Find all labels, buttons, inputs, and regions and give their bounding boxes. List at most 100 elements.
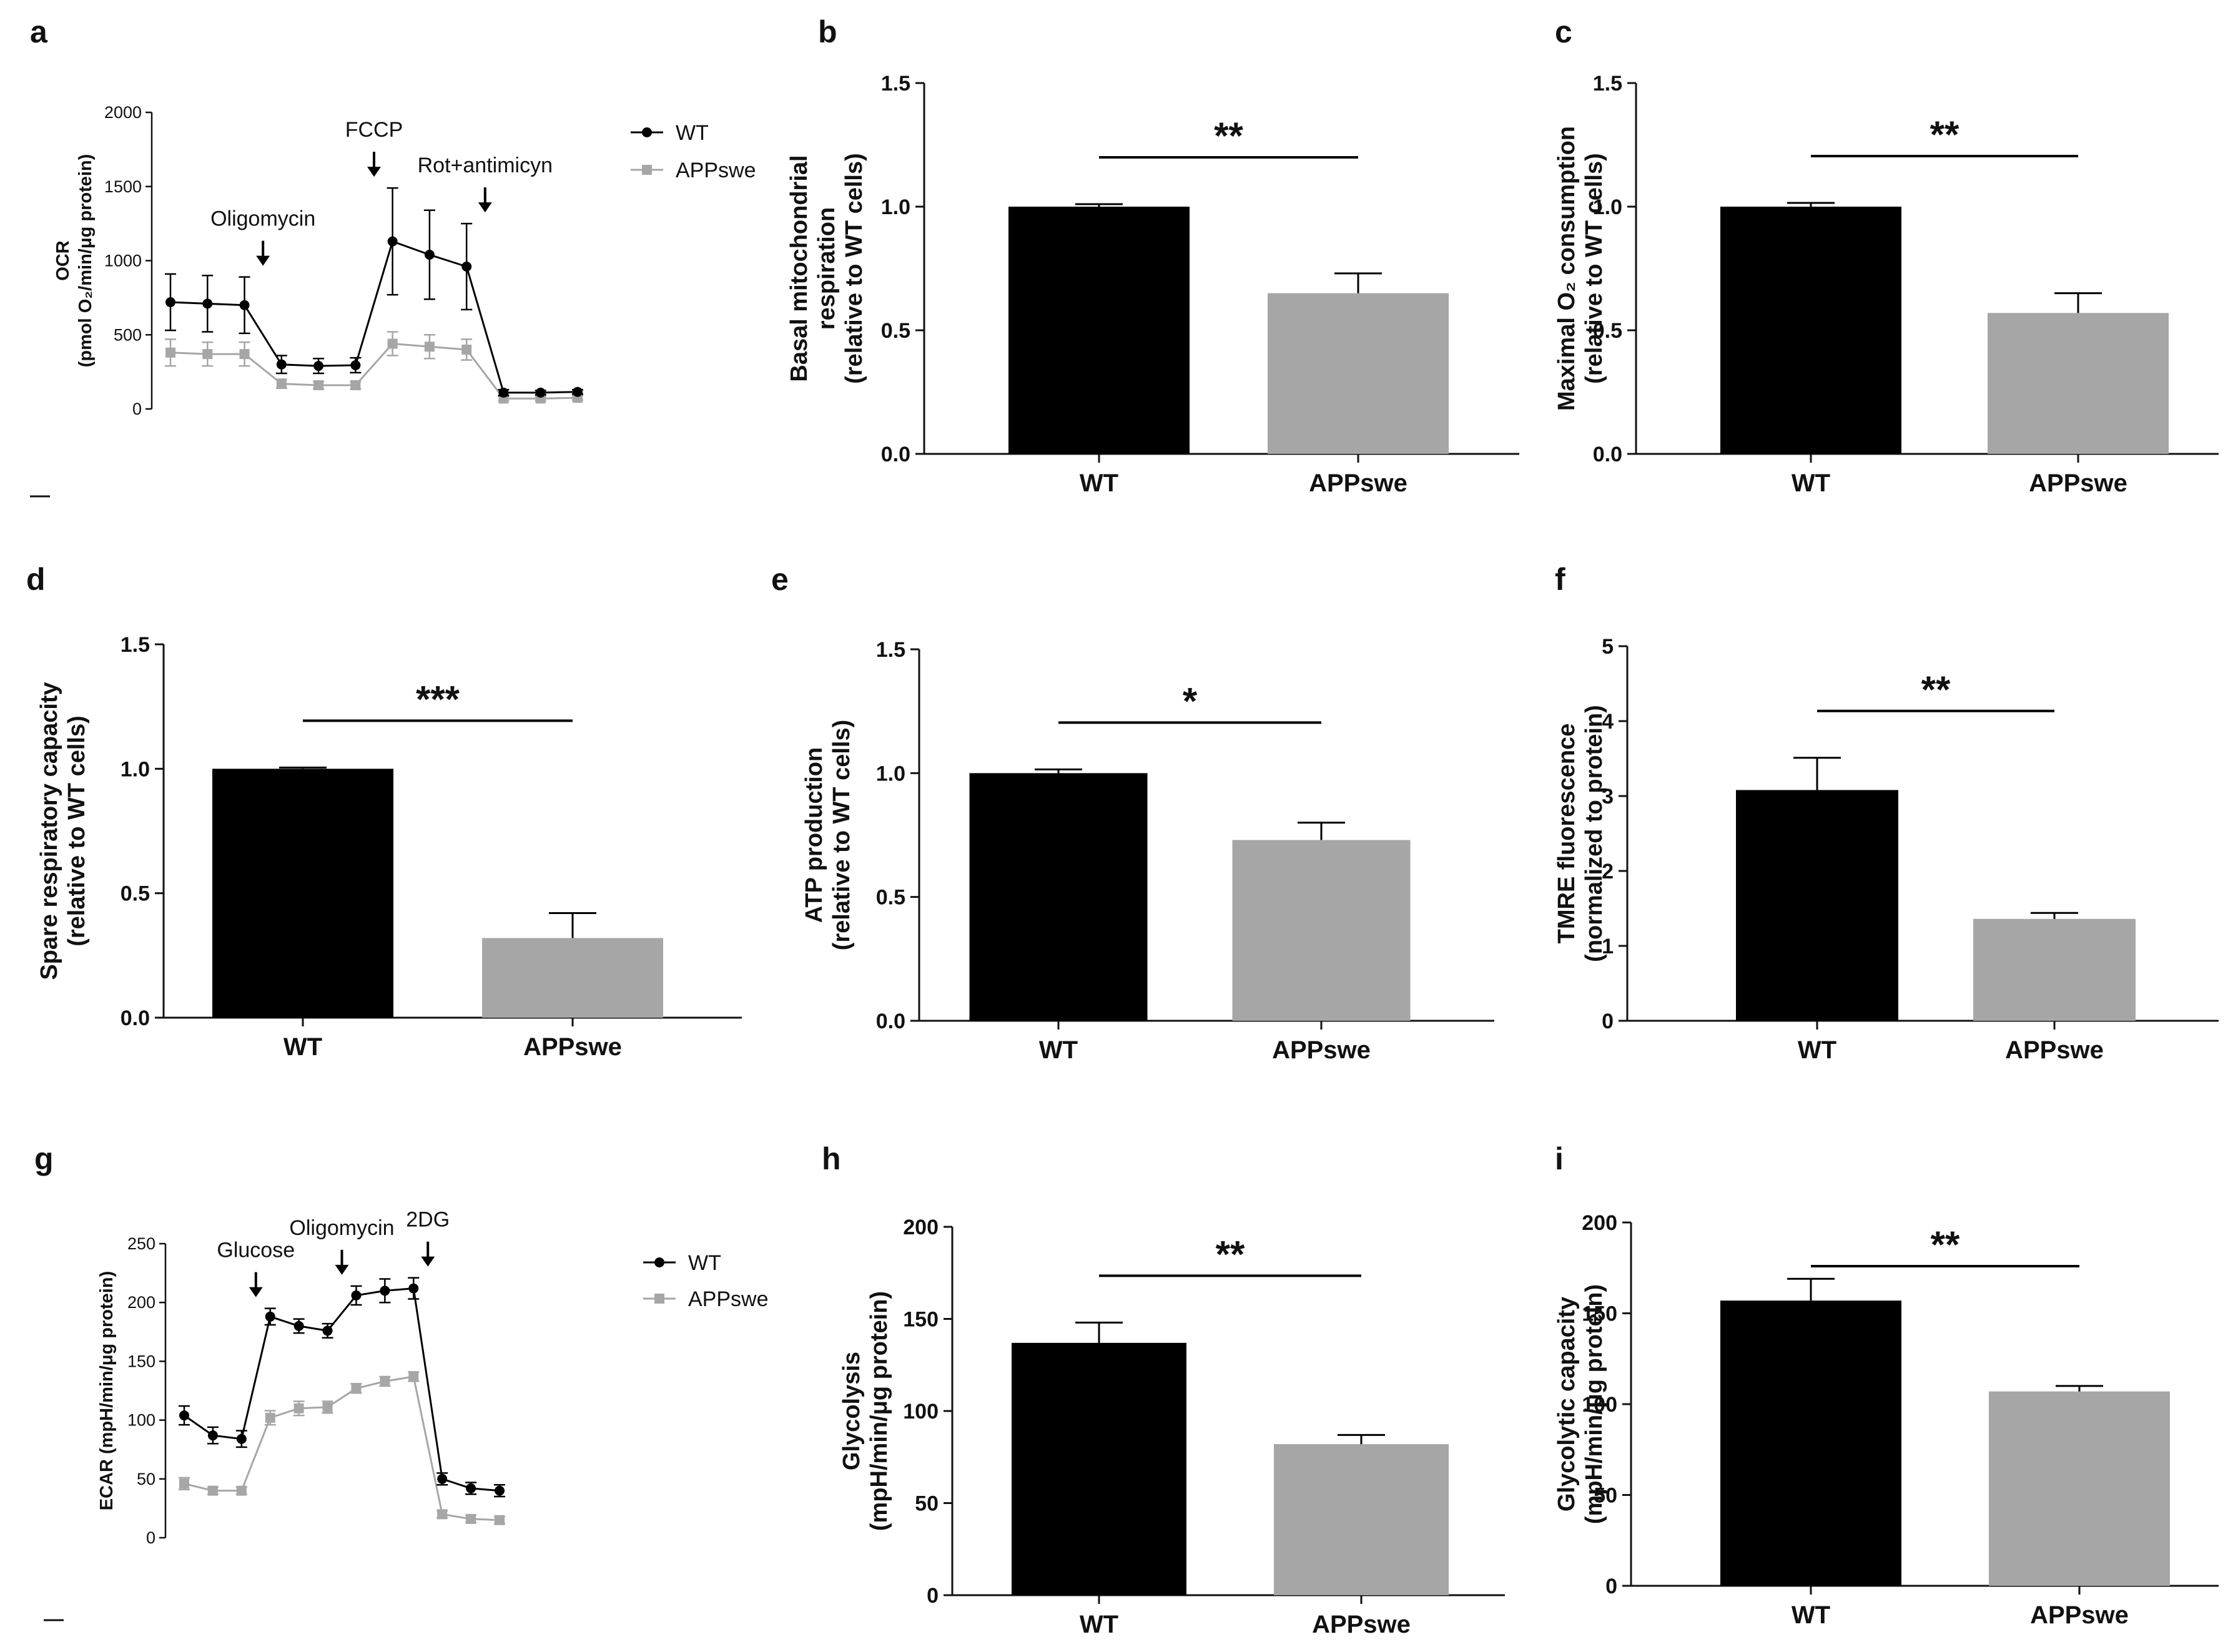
- bar-wt: [1736, 790, 1898, 1021]
- annotation-label: Glucose: [217, 1239, 295, 1262]
- legend-label: APPswe: [688, 1287, 769, 1311]
- y-axis-label: Maximal O₂ consumption (relative to WT ce…: [1554, 126, 1607, 411]
- y-tick-label: 1.0: [881, 195, 910, 219]
- x-tick-label: APPswe: [1312, 1611, 1411, 1638]
- y-tick-label: 2: [1602, 860, 1614, 883]
- y-axis-label-line: OCR: [53, 240, 73, 281]
- chart-a: a 0 500 1000 1500 2000 OCR (pmol O₂/min/μg prot…: [30, 14, 756, 498]
- y-tick-label: 0: [146, 1528, 155, 1547]
- error-bar: [2054, 292, 2102, 313]
- data-point: [293, 1403, 304, 1414]
- series-appswe: [179, 1371, 505, 1525]
- series-line: [184, 1287, 500, 1492]
- y-tick-label: 200: [903, 1216, 939, 1239]
- y-axis-label-line: (relative to WT cells): [841, 153, 867, 384]
- chart-i: i 0 50 100 150 200 Glycolytic capacity (mpH/min…: [1554, 1141, 2219, 1629]
- data-point: [466, 1513, 476, 1524]
- data-point: [437, 1509, 448, 1520]
- bar-wt: [212, 769, 393, 1018]
- y-tick-label: 0.0: [881, 443, 910, 466]
- legend: WT APPswe: [643, 1251, 769, 1311]
- bar-wt: [1008, 207, 1190, 454]
- y-tick-label: 150: [1582, 1302, 1617, 1326]
- y-tick-label: 1: [1602, 935, 1614, 958]
- x-tick-label: WT: [1798, 1036, 1836, 1064]
- panel-label: b: [818, 14, 837, 49]
- y-axis-label-line: (mpH/min/μg protein): [1581, 1284, 1607, 1524]
- legend-item-wt: WT: [643, 1251, 721, 1275]
- injection-annotation: Oligomycin: [289, 1216, 395, 1275]
- error-bar: [2031, 912, 2078, 919]
- x-tick-label: WT: [283, 1033, 322, 1061]
- y-tick-label: 0.5: [881, 319, 910, 343]
- chart-f: f 0 1 2 3 4 5 TMRE fluorescence (normalized to p…: [1554, 562, 2219, 1064]
- significance-marker: ***: [416, 678, 460, 720]
- panel-label: f: [1555, 562, 1565, 597]
- y-tick-label: 150: [127, 1352, 155, 1370]
- data-point: [313, 361, 324, 371]
- legend-marker: [654, 1257, 664, 1267]
- y-tick-label: 1.5: [876, 638, 905, 662]
- y-axis-label: Glycolysis (mpH/min/μg protein): [839, 1291, 892, 1531]
- x-tick-label: APPswe: [1309, 470, 1407, 497]
- arrow-head: [478, 202, 492, 213]
- y-tick-label: 1.5: [1593, 72, 1622, 96]
- data-point: [293, 1320, 304, 1331]
- data-point: [461, 345, 472, 355]
- y-axis-label-line-group: OCR: [53, 240, 73, 281]
- injection-annotation: FCCP: [345, 118, 403, 177]
- y-axis-label: ATP production (relative to WT cells): [801, 720, 855, 951]
- y-tick-label: 50: [1594, 1484, 1617, 1508]
- y-tick-label: 0.5: [1593, 319, 1622, 343]
- bar-appswe: [1274, 1444, 1449, 1595]
- x-tick-label: APPswe: [2005, 1036, 2104, 1064]
- legend-item-appswe: APPswe: [631, 159, 756, 182]
- significance-marker: **: [1214, 115, 1243, 157]
- y-tick-label: 50: [915, 1492, 939, 1516]
- y-tick-label: 250: [127, 1234, 155, 1253]
- error-bar: [279, 766, 327, 769]
- x-tick-label: WT: [1080, 470, 1118, 497]
- y-axis-label-line: Spare respiratory capacity: [36, 682, 62, 980]
- data-point: [207, 1485, 218, 1496]
- y-axis-label: OCR (pmol O₂/min/μg protein): [53, 154, 96, 368]
- y-axis-label-line: (relative to WT cells): [64, 715, 90, 946]
- data-point: [424, 250, 435, 260]
- data-point: [495, 1515, 505, 1525]
- chart-d: d 0.0 0.5 1.0 1.5 Spare respiratory capacity(…: [26, 562, 742, 1061]
- error-bar: [1338, 1433, 1385, 1445]
- data-point: [408, 1371, 419, 1382]
- y-axis-label-line: (relative to WT cells): [1581, 153, 1607, 384]
- legend-item-appswe: APPswe: [643, 1287, 769, 1311]
- bar-appswe: [1988, 313, 2169, 454]
- y-tick-label: 4: [1602, 710, 1614, 734]
- data-point: [239, 300, 250, 310]
- data-point: [380, 1376, 390, 1387]
- y-axis-label-line: Maximal O₂ consumption: [1554, 126, 1580, 411]
- y-tick-label: 0: [927, 1584, 939, 1608]
- injection-annotation: Oligomycin: [210, 207, 315, 266]
- data-point: [322, 1402, 333, 1412]
- significance-marker: **: [1930, 114, 1959, 155]
- y-tick-label: 200: [127, 1293, 155, 1312]
- y-axis-label-line-group: ECAR (mpH/min/μg protein): [97, 1271, 117, 1510]
- annotation-label: Oligomycin: [210, 207, 315, 231]
- data-point: [380, 1286, 390, 1296]
- data-point: [495, 1485, 505, 1496]
- y-axis-label-line: respiration: [814, 207, 840, 330]
- y-tick-label: 5: [1602, 635, 1614, 659]
- legend-marker: [642, 165, 652, 175]
- y-tick-label: 1.0: [1593, 195, 1622, 219]
- error-bar: [1075, 1321, 1123, 1343]
- bar-wt: [969, 773, 1148, 1021]
- y-tick-label: 500: [114, 325, 142, 344]
- y-tick-label: 0.0: [1593, 443, 1622, 466]
- arrow-head: [335, 1264, 349, 1275]
- data-point: [202, 349, 213, 360]
- data-point: [265, 1412, 275, 1423]
- data-point: [350, 380, 361, 390]
- y-tick-label: 0.5: [876, 886, 905, 910]
- significance-marker: **: [1921, 669, 1951, 710]
- injection-annotation: Rot+antimicyn: [418, 154, 553, 213]
- data-point: [179, 1478, 189, 1489]
